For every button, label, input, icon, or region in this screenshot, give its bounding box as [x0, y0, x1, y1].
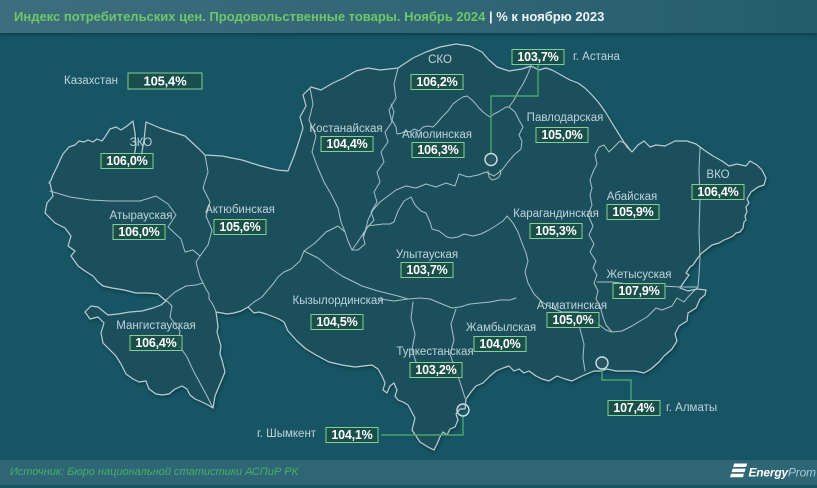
- svg-text:EnergyProm: EnergyProm: [749, 466, 817, 480]
